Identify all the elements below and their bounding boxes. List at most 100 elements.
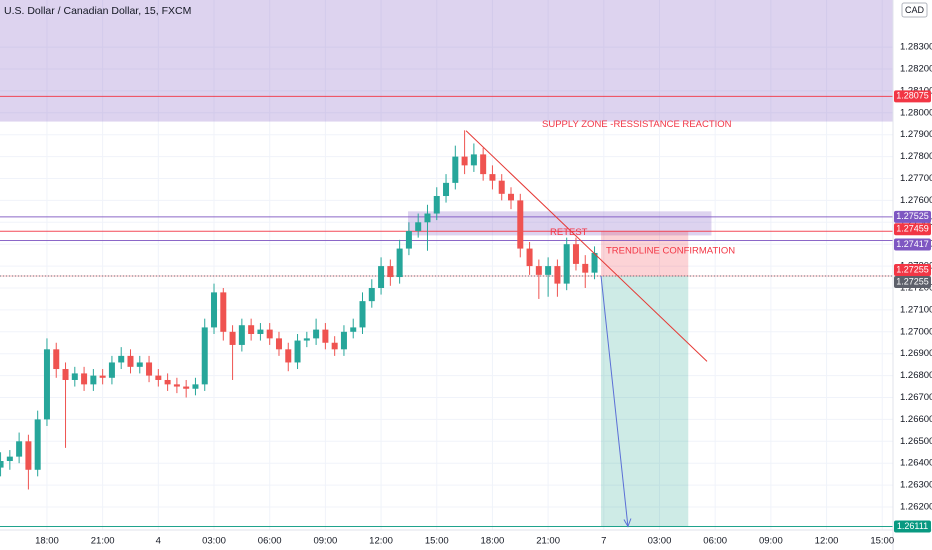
candle-body <box>127 355 134 367</box>
y-tick-label: 1.27600 <box>900 195 932 206</box>
candle-body <box>248 325 255 334</box>
y-tick-label: 1.27800 <box>900 151 932 162</box>
y-tick-label: 1.26900 <box>900 348 932 359</box>
candle-body <box>16 441 23 457</box>
x-tick-label: 06:00 <box>703 536 727 547</box>
y-tick-label: 1.26400 <box>900 458 932 469</box>
candle-body <box>591 252 598 273</box>
candle-body <box>405 231 412 249</box>
y-tick-label: 1.27700 <box>900 173 932 184</box>
arrow-head <box>623 518 632 528</box>
candle-body <box>257 329 264 334</box>
y-tick-label: 1.27100 <box>900 304 932 315</box>
candle-body <box>285 349 292 363</box>
candle-body <box>480 154 487 175</box>
y-tick-label: 1.27900 <box>900 129 932 140</box>
candle-body <box>368 287 375 302</box>
retest-label: RETEST <box>550 227 588 238</box>
candle-body <box>452 156 459 183</box>
x-tick-label: 21:00 <box>536 536 560 547</box>
candle-body <box>582 263 589 273</box>
y-tick-label: 1.27000 <box>900 326 932 337</box>
currency-box <box>901 2 928 18</box>
candle-body <box>508 193 515 201</box>
currency: CAD <box>905 5 925 15</box>
candle-body <box>517 200 524 249</box>
candle-body <box>443 182 450 197</box>
candle-body <box>526 248 533 267</box>
candle-body <box>164 379 171 385</box>
price-label-box <box>894 210 931 223</box>
chart-title: U.S. Dollar / Canadian Dollar, 15, FXCM <box>4 5 191 17</box>
candle-body <box>201 327 208 385</box>
candle-body <box>62 369 69 380</box>
candle-body <box>0 461 4 468</box>
candle-body <box>498 180 505 194</box>
price-label-box <box>894 275 931 288</box>
price-label-box <box>894 238 931 251</box>
candle-body <box>183 386 190 389</box>
x-tick-label: 09:00 <box>759 536 783 547</box>
trendline <box>465 130 708 362</box>
x-tick-label: 12:00 <box>369 536 393 547</box>
candle-body <box>340 331 347 350</box>
x-tick-label: 03:00 <box>202 536 226 547</box>
candle-body <box>220 292 227 332</box>
candle-body <box>108 362 115 378</box>
x-tick-label: 03:00 <box>648 536 672 547</box>
price-label: 1.28075 <box>896 91 929 101</box>
y-tick-label: 1.26800 <box>900 370 932 381</box>
trendline-label: TRENDLINE CONFIRMATION <box>606 246 735 257</box>
candle-body <box>387 266 394 278</box>
y-tick-label: 1.28000 <box>900 107 932 118</box>
candle-body <box>572 244 579 264</box>
y-tick-label: 1.26300 <box>900 480 932 491</box>
y-tick-label: 1.26700 <box>900 392 932 403</box>
price-label: 1.27525 <box>896 211 929 221</box>
candle-body <box>350 327 357 332</box>
x-tick-label: 7 <box>601 536 606 547</box>
risk-zone <box>601 231 689 276</box>
x-tick-label: 15:00 <box>870 536 894 547</box>
candle-body <box>266 329 273 339</box>
candle-body <box>275 338 282 350</box>
x-tick-label: 4 <box>156 536 161 547</box>
candle-body <box>535 266 542 275</box>
price-label: 1.27417 <box>896 239 929 249</box>
candle-body <box>331 342 338 350</box>
candle-body <box>43 349 50 420</box>
supply-zone-label: SUPPLY ZONE -RESSISTANCE REACTION <box>542 119 732 130</box>
candle-body <box>322 329 329 343</box>
reward-zone <box>601 275 689 527</box>
candle-body <box>6 456 13 462</box>
candle-body <box>554 266 561 284</box>
candle-body <box>90 375 97 385</box>
candle-body <box>294 340 301 363</box>
candle-body <box>461 156 468 166</box>
y-tick-label: 1.26200 <box>900 502 932 513</box>
price-label-box <box>894 223 931 236</box>
candle-body <box>211 292 218 328</box>
price-label: 1.27255 <box>896 264 929 274</box>
x-tick-label: 15:00 <box>425 536 449 547</box>
candle-body <box>25 441 32 470</box>
candle-body <box>136 362 143 367</box>
price-label-box <box>894 263 931 276</box>
arrow-line <box>600 275 629 527</box>
x-tick-label: 18:00 <box>481 536 505 547</box>
x-tick-label: 12:00 <box>815 536 839 547</box>
candle-body <box>229 331 236 345</box>
candle-body <box>359 301 366 328</box>
candle-body <box>303 338 310 341</box>
candle-body <box>99 375 106 378</box>
y-tick-label: 1.26600 <box>900 414 932 425</box>
candle-body <box>545 266 552 275</box>
price-label: 1.27459 <box>896 224 929 234</box>
candle-body <box>563 244 570 284</box>
y-tick-label: 1.26500 <box>900 436 932 447</box>
x-tick-label: 09:00 <box>313 536 337 547</box>
candle-body <box>53 349 60 370</box>
supply-zone <box>0 0 893 122</box>
x-tick-label: 18:00 <box>35 536 59 547</box>
